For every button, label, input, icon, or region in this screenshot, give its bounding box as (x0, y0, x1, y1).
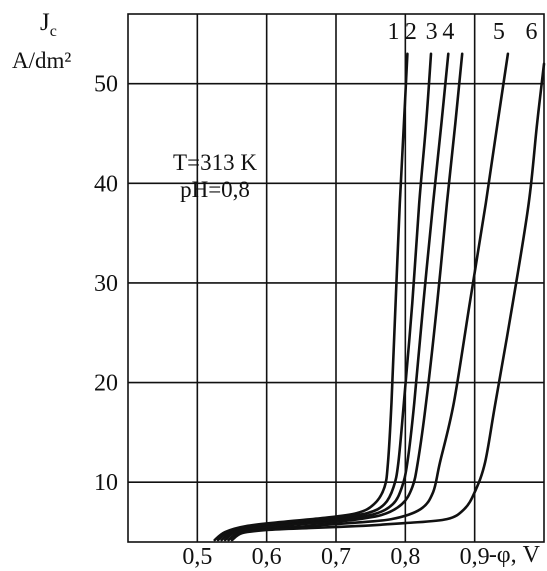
y-axis-label: Jc (40, 9, 57, 40)
curve-4 (223, 52, 464, 542)
condition-temperature: T=313 K (173, 150, 257, 175)
curve-3 (220, 52, 450, 542)
y-axis-unit: A/dm² (12, 48, 71, 73)
y-tick-label: 30 (94, 271, 118, 297)
condition-ph: pH=0,8 (180, 177, 250, 202)
curve-1 (213, 52, 409, 542)
y-tick-label: 20 (94, 371, 118, 397)
curve-label-3: 3 (426, 19, 438, 45)
curves (213, 52, 546, 542)
x-tick-label: 0,6 (252, 544, 282, 570)
labels: 0,5 0,6 0,7 0,8 0,9 10 20 30 40 50 1 2 3 4 5 6 (94, 19, 538, 570)
y-tick-label: 50 (94, 72, 118, 98)
curve-2 (216, 52, 433, 542)
curve-label-2: 2 (405, 19, 417, 45)
grid (127, 13, 545, 543)
x-axis-label: -φ, V (489, 542, 541, 568)
y-tick-label: 40 (94, 171, 118, 197)
y-tick-label: 10 (94, 470, 118, 496)
curve-label-1: 1 (388, 19, 400, 45)
curve-label-6: 6 (526, 19, 538, 45)
curve-label-4: 4 (442, 19, 454, 45)
x-tick-label: 0,5 (182, 544, 212, 570)
curve-5 (227, 52, 510, 542)
x-tick-label: 0,8 (390, 544, 420, 570)
curve-6 (230, 62, 546, 542)
x-tick-label: 0,7 (321, 544, 351, 570)
curve-label-5: 5 (493, 19, 505, 45)
x-tick-label: 0,9 (460, 544, 490, 570)
